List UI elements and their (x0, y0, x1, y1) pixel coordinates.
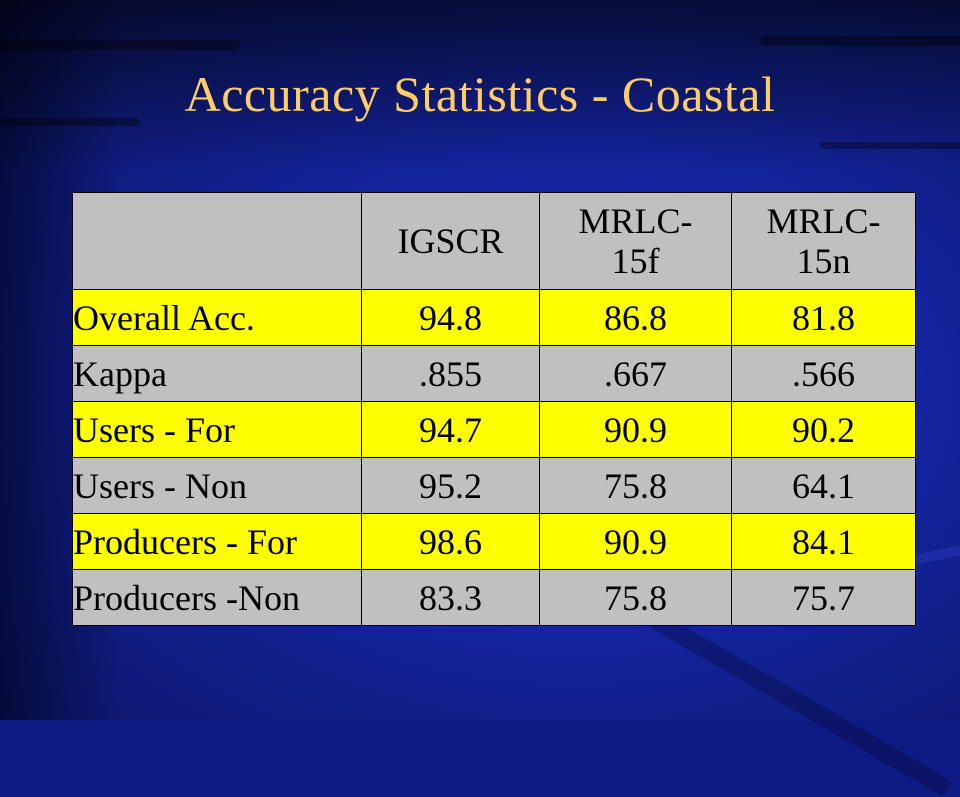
table-row-kappa: Kappa .855 .667 .566 (72, 345, 916, 402)
background-streak (760, 36, 960, 46)
cell-value: 64.1 (731, 457, 916, 514)
row-label: Users - For (72, 401, 362, 458)
row-label: Users - Non (72, 457, 362, 514)
cell-value: .667 (539, 345, 732, 402)
cell-value: 98.6 (361, 513, 540, 570)
cell-value: 84.1 (731, 513, 916, 570)
table-row-users-for: Users - For 94.7 90.9 90.2 (72, 401, 916, 458)
row-label: Kappa (72, 345, 362, 402)
cell-value: 90.9 (539, 401, 732, 458)
table-header-row: IGSCR MRLC- 15f MRLC- 15n (72, 192, 916, 290)
cell-value: 94.7 (361, 401, 540, 458)
cell-value: 75.8 (539, 457, 732, 514)
table-row-producers-for: Producers - For 98.6 90.9 84.1 (72, 513, 916, 570)
table-row-producers-non: Producers -Non 83.3 75.8 75.7 (72, 569, 916, 626)
row-label: Producers - For (72, 513, 362, 570)
header-line: MRLC- (578, 201, 693, 241)
slide-title: Accuracy Statistics - Coastal (184, 66, 776, 122)
header-empty-cell (72, 192, 362, 290)
table-row-overall-acc: Overall Acc. 94.8 86.8 81.8 (72, 289, 916, 346)
row-label: Overall Acc. (72, 289, 362, 346)
header-line: MRLC- (766, 201, 881, 241)
accuracy-table: IGSCR MRLC- 15f MRLC- 15n Overall Acc. 9… (72, 192, 916, 626)
background-streak (0, 118, 140, 126)
cell-value: 75.8 (539, 569, 732, 626)
cell-value: 81.8 (731, 289, 916, 346)
cell-value: 83.3 (361, 569, 540, 626)
cell-value: 90.9 (539, 513, 732, 570)
cell-value: 94.8 (361, 289, 540, 346)
cell-value: .566 (731, 345, 916, 402)
cell-value: 95.2 (361, 457, 540, 514)
cell-value: .855 (361, 345, 540, 402)
table-row-users-non: Users - Non 95.2 75.8 64.1 (72, 457, 916, 514)
background-streak (0, 40, 240, 50)
cell-value: 75.7 (731, 569, 916, 626)
cell-value: 86.8 (539, 289, 732, 346)
header-igscr: IGSCR (361, 192, 540, 290)
background-streak (820, 142, 960, 149)
header-mrlc-15f: MRLC- 15f (539, 192, 732, 290)
row-label: Producers -Non (72, 569, 362, 626)
header-line: IGSCR (397, 221, 504, 261)
header-line: 15f (611, 241, 660, 281)
header-mrlc-15n: MRLC- 15n (731, 192, 916, 290)
cell-value: 90.2 (731, 401, 916, 458)
header-line: 15n (796, 241, 851, 281)
